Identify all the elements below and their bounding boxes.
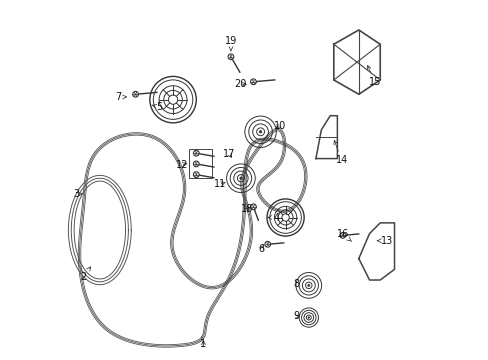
Text: 3: 3 <box>73 189 82 199</box>
Text: 4: 4 <box>267 212 279 222</box>
Text: 9: 9 <box>293 311 299 321</box>
Text: 1: 1 <box>200 339 206 349</box>
Bar <box>189 149 212 178</box>
Circle shape <box>193 172 199 177</box>
Circle shape <box>250 204 256 210</box>
Text: 18: 18 <box>241 204 253 214</box>
Text: 20: 20 <box>234 79 246 89</box>
Circle shape <box>132 91 138 97</box>
Text: 15: 15 <box>366 66 380 87</box>
Text: 14: 14 <box>333 140 347 165</box>
Text: 17: 17 <box>223 149 235 159</box>
Circle shape <box>264 242 270 247</box>
Circle shape <box>259 131 261 133</box>
Text: 2: 2 <box>80 267 90 282</box>
Text: 16: 16 <box>336 229 351 242</box>
Text: 13: 13 <box>377 236 392 246</box>
Circle shape <box>193 150 199 156</box>
Circle shape <box>250 79 256 85</box>
Text: 10: 10 <box>274 121 286 131</box>
Circle shape <box>307 317 309 318</box>
Text: 12: 12 <box>176 159 188 170</box>
Text: 5: 5 <box>152 103 163 112</box>
Circle shape <box>339 233 345 238</box>
Circle shape <box>239 177 242 179</box>
Circle shape <box>307 284 309 287</box>
Circle shape <box>193 161 199 167</box>
Text: 7: 7 <box>115 92 126 102</box>
Text: 19: 19 <box>224 36 237 51</box>
Text: 8: 8 <box>293 279 299 289</box>
Text: 11: 11 <box>214 179 226 189</box>
Text: 6: 6 <box>258 244 264 253</box>
Circle shape <box>227 54 233 60</box>
